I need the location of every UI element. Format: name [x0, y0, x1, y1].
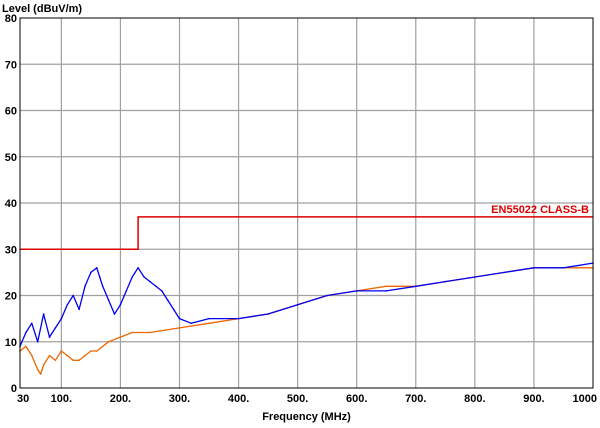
- series-0-point: [355, 290, 358, 292]
- series-0-point: [166, 299, 169, 301]
- series-0-point: [42, 313, 45, 315]
- series-0-point: [503, 271, 506, 274]
- x-tick-label: 800.: [464, 393, 485, 405]
- y-tick-label: 0: [11, 383, 17, 395]
- x-tick-label: 30: [17, 393, 29, 405]
- y-tick-label: 20: [5, 291, 17, 303]
- series-1-point: [60, 350, 63, 352]
- x-tick-label: 100.: [51, 393, 72, 405]
- x-tick-label: 600.: [346, 393, 367, 405]
- series-1-point: [96, 350, 98, 352]
- limit-line-label: EN55022 CLASS-B: [491, 204, 589, 216]
- y-tick-label: 80: [5, 13, 17, 25]
- series-0-point: [474, 276, 476, 278]
- series-1-point: [54, 359, 57, 362]
- y-axis-title: Level (dBuV/m): [2, 3, 82, 15]
- x-tick-label: 700.: [405, 393, 426, 405]
- series-1-point: [42, 364, 45, 366]
- series-0-point: [296, 304, 299, 306]
- series-1-point: [90, 350, 92, 352]
- series-0-point: [54, 327, 57, 329]
- series-1-point: [131, 331, 133, 334]
- series-0-point: [385, 290, 388, 292]
- series-1-point: [208, 322, 210, 325]
- series-1-point: [36, 368, 39, 371]
- series-1-point: [149, 331, 151, 334]
- series-0-point: [60, 317, 63, 320]
- traces: [19, 262, 594, 375]
- series-1-point: [385, 285, 388, 288]
- series-0-point: [161, 290, 163, 292]
- series-line-1: [19, 267, 593, 375]
- series-0-point: [25, 331, 27, 334]
- series-0-point: [125, 290, 128, 292]
- y-tick-label: 40: [5, 198, 17, 210]
- y-tick-label: 60: [5, 106, 17, 118]
- series-0-point: [90, 271, 92, 274]
- series-1-point: [101, 345, 104, 348]
- series-0-point: [267, 313, 269, 315]
- series-1-point: [84, 354, 86, 357]
- x-tick-label: 900.: [523, 393, 544, 405]
- y-tick-labels: 0 10 20 30 40 50 60 70 80: [5, 13, 17, 395]
- plot-frame: [19, 17, 594, 389]
- series-0-point: [84, 285, 86, 288]
- series-0-point: [78, 308, 80, 311]
- series-0-point: [72, 294, 74, 297]
- x-tick-label: 200.: [110, 393, 131, 405]
- x-tick-label: 300.: [169, 393, 190, 405]
- y-tick-label: 30: [5, 244, 17, 256]
- series-0-point: [208, 317, 210, 320]
- series-0-point: [562, 267, 565, 269]
- series-1-point: [119, 336, 122, 338]
- series-0-point: [237, 317, 240, 320]
- series-1-point: [39, 373, 42, 375]
- x-tick-label: 1000: [573, 393, 597, 405]
- series-0-point: [444, 280, 447, 283]
- series-0-point: [137, 267, 139, 269]
- series-0-point: [98, 276, 101, 278]
- series-0-point: [172, 308, 175, 311]
- series-0-point: [326, 294, 329, 297]
- limit-line: [20, 216, 593, 251]
- series-0-point: [131, 276, 133, 278]
- series-0-point: [36, 341, 39, 343]
- series-1-point: [72, 359, 74, 362]
- series-0-point: [66, 304, 69, 306]
- series-1-point: [25, 345, 27, 348]
- series-0-point: [178, 317, 181, 320]
- y-tick-label: 10: [5, 337, 17, 349]
- series-0-point: [119, 304, 122, 306]
- y-tick-label: 70: [5, 59, 17, 71]
- series-line-0: [19, 262, 594, 347]
- series-0-point: [101, 285, 104, 288]
- series-1-point: [48, 354, 51, 357]
- series-0-point: [96, 267, 98, 269]
- series-0-point: [190, 322, 193, 325]
- series-1-point: [178, 327, 181, 329]
- series-0-point: [107, 299, 110, 301]
- x-tick-label: 500.: [287, 393, 308, 405]
- x-tick-labels: 30 100. 200. 300. 400. 500. 600. 700. 800. 900. 10…: [17, 393, 597, 405]
- series-0-point: [155, 285, 157, 288]
- series-0-point: [31, 322, 33, 325]
- series-0-point: [48, 336, 51, 338]
- series-1-point: [78, 359, 80, 362]
- series-0-point: [143, 276, 145, 278]
- series-0-point: [149, 280, 151, 283]
- series-0-point: [113, 313, 116, 315]
- x-axis-title: Frequency (MHz): [262, 411, 351, 423]
- series-1-point: [107, 341, 110, 343]
- limit-line-group: EN55022 CLASS-B: [20, 204, 593, 251]
- series-0-point: [533, 267, 535, 269]
- series-1-point: [31, 354, 33, 357]
- y-tick-label: 50: [5, 152, 17, 164]
- series-0-point: [415, 285, 417, 288]
- series-1-point: [66, 354, 69, 357]
- x-tick-label: 400.: [228, 393, 249, 405]
